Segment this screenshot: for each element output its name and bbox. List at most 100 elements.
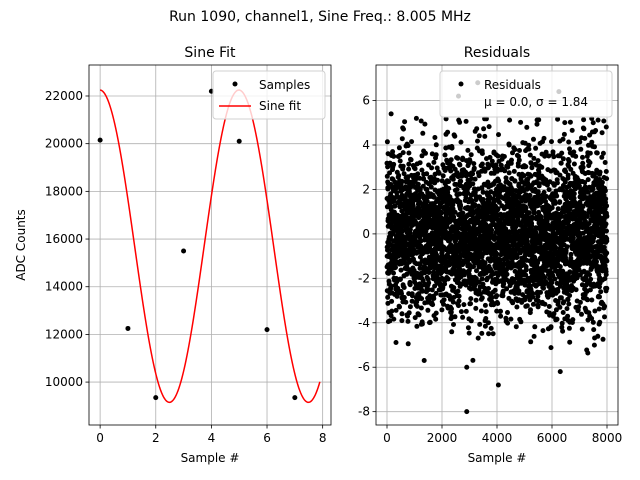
residual-point xyxy=(504,271,510,277)
residual-point xyxy=(474,126,480,132)
residual-point xyxy=(542,275,548,280)
sine-fit-ytick-label: 18000 xyxy=(45,184,83,198)
residual-point xyxy=(489,295,495,301)
residual-point xyxy=(448,168,454,174)
residual-point xyxy=(463,308,469,314)
residual-point xyxy=(451,322,456,327)
residual-point xyxy=(441,301,446,307)
sine-fit-axes: 0 2 4 6 8 10000 12000 14000 16000 18000 20000 22000… xyxy=(14,45,332,465)
residual-point xyxy=(460,314,466,320)
residual-point xyxy=(412,315,418,321)
residual-point xyxy=(439,307,445,313)
residual-point xyxy=(604,285,610,291)
sine-fit-xtick-label: 4 xyxy=(208,431,216,445)
residual-point xyxy=(445,276,451,282)
sine-fit-ylabel: ADC Counts xyxy=(14,209,28,281)
residual-point xyxy=(497,257,503,263)
sine-fit-ytick-label: 22000 xyxy=(45,89,83,103)
residual-point xyxy=(580,204,586,210)
residual-point xyxy=(598,289,604,295)
residual-point xyxy=(458,139,464,145)
sample-points xyxy=(97,88,298,401)
residual-point xyxy=(548,345,554,351)
residual-point xyxy=(580,164,586,170)
residual-point xyxy=(523,164,529,170)
residual-point xyxy=(604,238,610,244)
residual-point xyxy=(468,301,473,307)
sample-point xyxy=(292,395,298,401)
residual-point xyxy=(440,285,446,291)
sine-fit-legend-box xyxy=(212,70,326,120)
residual-point xyxy=(561,131,567,137)
residual-point xyxy=(456,298,462,304)
residuals-ytick-label: 4 xyxy=(362,138,370,152)
residual-point xyxy=(421,358,427,363)
residual-point xyxy=(461,302,467,308)
residual-point xyxy=(565,313,571,319)
residual-point xyxy=(524,303,530,309)
residual-point xyxy=(532,324,538,330)
residual-point xyxy=(399,136,405,142)
residuals-xtick-label: 8000 xyxy=(592,431,623,445)
residuals-xtick-label: 6000 xyxy=(537,431,568,445)
sine-fit-grid xyxy=(89,65,331,425)
residuals-ytick-label: 6 xyxy=(362,94,370,108)
residual-point xyxy=(457,266,462,271)
residual-point xyxy=(407,304,413,310)
residual-point xyxy=(557,172,563,178)
residual-point xyxy=(560,310,566,315)
residual-point xyxy=(600,336,606,342)
residual-point xyxy=(400,150,406,156)
residual-point xyxy=(604,213,610,219)
residual-point xyxy=(501,262,507,268)
residual-point xyxy=(557,264,563,270)
residual-point xyxy=(389,308,395,314)
residual-point xyxy=(449,329,455,335)
residual-point xyxy=(541,189,547,195)
residual-point xyxy=(543,177,549,183)
residual-point xyxy=(549,280,555,285)
residual-point xyxy=(384,139,390,145)
residual-point xyxy=(451,285,457,291)
residual-point xyxy=(518,319,524,325)
residuals-ytick-label: 0 xyxy=(362,227,370,241)
residual-point xyxy=(465,325,471,331)
residual-point xyxy=(421,176,426,182)
residual-point xyxy=(528,161,534,166)
residual-point xyxy=(530,301,536,307)
residual-point xyxy=(562,120,568,126)
residual-point xyxy=(604,228,609,234)
residual-point xyxy=(419,167,425,173)
residual-point xyxy=(479,185,485,191)
residual-point xyxy=(573,287,579,293)
residual-point xyxy=(458,309,464,315)
sample-point xyxy=(181,248,187,254)
sine-fit-xtick-label: 2 xyxy=(152,431,160,445)
legend-samples-marker xyxy=(232,81,238,87)
residuals-ytick-label: -2 xyxy=(358,271,370,285)
residual-point xyxy=(549,139,554,145)
residual-point xyxy=(603,124,609,130)
residual-point xyxy=(501,281,507,287)
residual-point xyxy=(566,139,572,145)
residual-point xyxy=(494,251,500,257)
residual-point xyxy=(480,281,486,287)
residual-point xyxy=(581,117,587,123)
residual-point xyxy=(418,305,424,311)
residual-point xyxy=(542,153,548,159)
residual-point xyxy=(531,136,536,142)
residual-point xyxy=(559,150,565,156)
legend-samples-label: Samples xyxy=(259,78,310,92)
sine-fit-plot-area xyxy=(89,65,331,425)
residual-point xyxy=(435,177,440,183)
residual-point xyxy=(385,186,391,192)
residual-point xyxy=(536,298,541,304)
residual-point xyxy=(553,307,559,313)
residual-point xyxy=(586,142,591,148)
residual-point xyxy=(495,382,501,388)
residual-point xyxy=(560,268,566,274)
residual-point xyxy=(408,157,414,163)
residual-point xyxy=(486,286,491,291)
residual-point xyxy=(535,304,541,310)
residual-point xyxy=(472,176,478,182)
